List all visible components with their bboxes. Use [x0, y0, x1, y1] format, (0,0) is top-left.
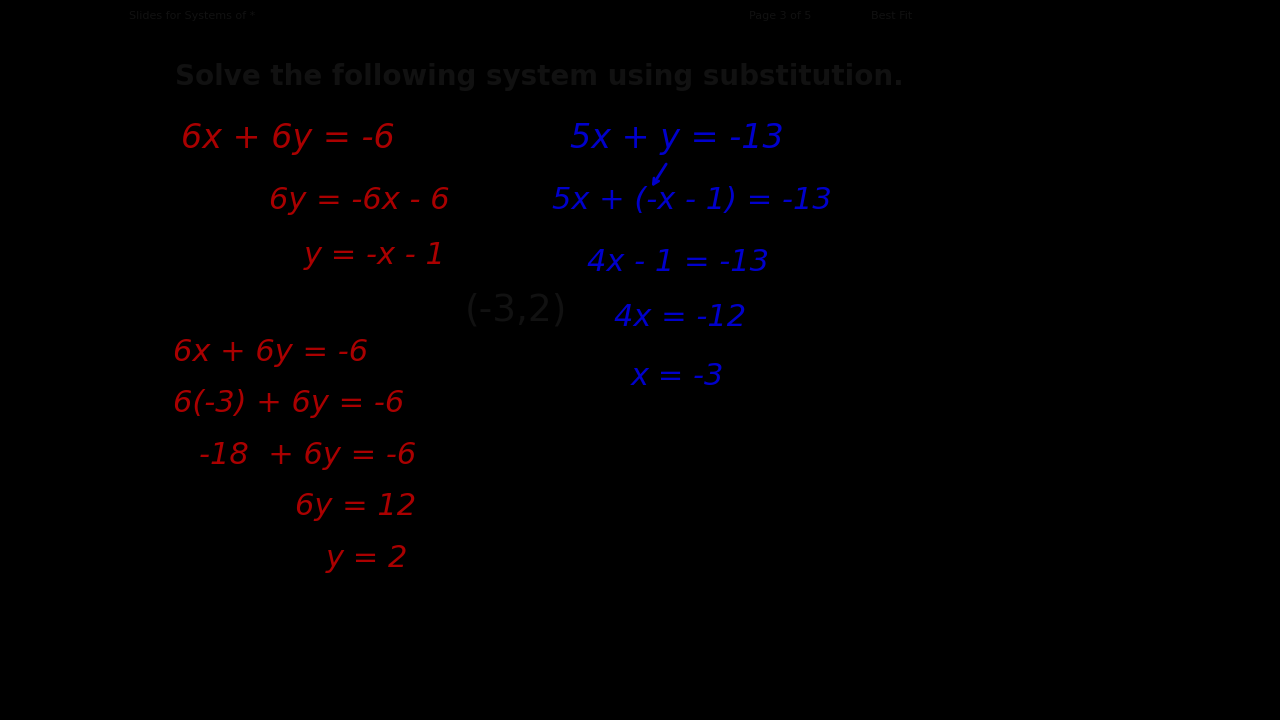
Text: 6x + 6y = -6: 6x + 6y = -6 [173, 338, 367, 366]
Text: Page 3 of 5: Page 3 of 5 [749, 12, 812, 21]
Text: (-3,2): (-3,2) [465, 293, 567, 329]
Text: 5x + y = -13: 5x + y = -13 [570, 122, 783, 156]
Text: Best Fit: Best Fit [872, 12, 913, 21]
Text: 6y = -6x - 6: 6y = -6x - 6 [269, 186, 449, 215]
Text: -18  + 6y = -6: -18 + 6y = -6 [198, 441, 416, 469]
Text: Slides for Systems of *: Slides for Systems of * [129, 12, 255, 21]
Text: Solve the following system using substitution.: Solve the following system using substit… [175, 63, 904, 91]
Text: 6(-3) + 6y = -6: 6(-3) + 6y = -6 [173, 390, 404, 418]
Text: 6y = 12: 6y = 12 [294, 492, 416, 521]
Text: x = -3: x = -3 [631, 361, 724, 391]
Text: 5x + (-x - 1) = -13: 5x + (-x - 1) = -13 [553, 186, 832, 215]
Text: 4x = -12: 4x = -12 [613, 303, 746, 332]
Text: y = -x - 1: y = -x - 1 [303, 241, 445, 271]
Text: y = 2: y = 2 [325, 544, 408, 573]
Text: 4x - 1 = -13: 4x - 1 = -13 [588, 248, 769, 277]
Text: 6x + 6y = -6: 6x + 6y = -6 [182, 122, 396, 156]
